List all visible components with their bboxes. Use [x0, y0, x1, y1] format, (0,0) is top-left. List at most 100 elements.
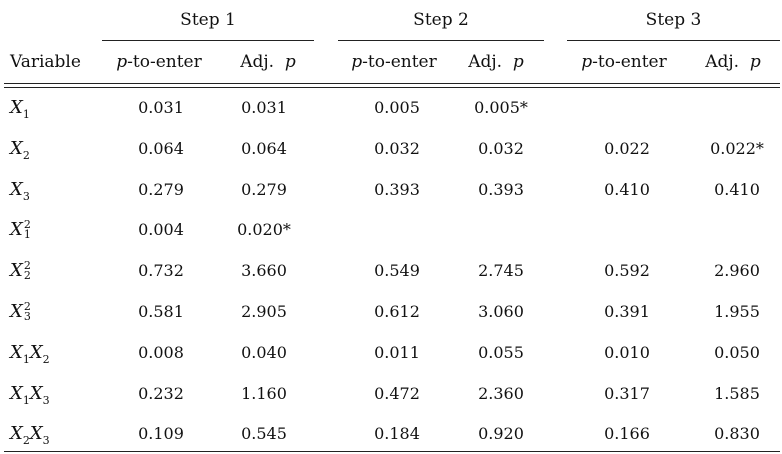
table-cell: 0.032	[374, 139, 420, 158]
variable-superscript: 2	[23, 300, 31, 313]
table-cell: 2.905	[241, 302, 287, 321]
variable-subscript: 3	[23, 310, 31, 323]
column-header-step2-adj-p: Adj. p	[468, 52, 524, 72]
table-cell: 1.160	[241, 384, 287, 403]
group-rule-step-3	[567, 40, 780, 41]
bottom-rule	[4, 451, 780, 452]
variable-symbol: X	[29, 423, 43, 444]
row-variable: X1	[10, 96, 30, 122]
table-cell: 0.031	[138, 98, 184, 117]
table-cell: 0.031	[241, 98, 287, 117]
table-cell: 0.005*	[474, 98, 528, 117]
table-cell: 0.279	[138, 180, 184, 199]
group-rule-step-2	[338, 40, 544, 41]
variable-symbol: X	[10, 342, 23, 363]
table-cell: 0.279	[241, 180, 287, 199]
variable-symbol: X	[10, 423, 23, 444]
table-cell: 1.585	[714, 384, 760, 403]
row-variable: X1X3	[10, 382, 50, 408]
table-cell: 2.360	[478, 384, 524, 403]
variable-subscript: 1	[22, 353, 30, 366]
variable-subscript: 2	[23, 269, 31, 282]
variable-subscript: 2	[42, 353, 50, 366]
table-cell: 0.040	[241, 343, 287, 362]
table-cell: 0.050	[714, 343, 760, 362]
table-cell: 0.022*	[710, 139, 764, 158]
table-cell: 0.920	[478, 424, 524, 443]
table-cell: 1.955	[714, 302, 760, 321]
row-variable: X2	[10, 137, 30, 163]
table-cell: 0.064	[138, 139, 184, 158]
table-cell: 0.011	[374, 343, 420, 362]
table-cell: 2.960	[714, 261, 760, 280]
table-cell: 0.020*	[237, 220, 291, 239]
column-header-variable: Variable	[10, 52, 81, 72]
table-cell: 0.393	[374, 180, 420, 199]
column-header-step2-p-to-enter: p-to-enter	[351, 52, 437, 72]
table-cell: 0.732	[138, 261, 184, 280]
table-cell: 0.022	[604, 139, 650, 158]
variable-superscript: 2	[23, 259, 31, 272]
table-cell: 0.109	[138, 424, 184, 443]
variable-symbol: X	[10, 138, 23, 159]
variable-subscript: 2	[22, 434, 30, 447]
variable-symbol: X	[29, 342, 43, 363]
column-header-step3-p-to-enter: p-to-enter	[581, 52, 667, 72]
table-cell: 0.004	[138, 220, 184, 239]
table-cell: 0.612	[374, 302, 420, 321]
table-cell: 0.064	[241, 139, 287, 158]
table-cell: 0.055	[478, 343, 524, 362]
table-cell: 0.472	[374, 384, 420, 403]
table-cell: 0.005	[374, 98, 420, 117]
group-header-step-3: Step 3	[645, 10, 702, 30]
variable-subscript: 2	[22, 149, 30, 162]
table-cell: 2.745	[478, 261, 524, 280]
row-variable: X2X3	[10, 422, 50, 448]
variable-symbol: X	[10, 97, 23, 118]
variable-symbol: X	[10, 260, 23, 281]
variable-subscript: 3	[42, 434, 50, 447]
variable-symbol: X	[10, 219, 23, 240]
table-cell: 3.660	[241, 261, 287, 280]
table-cell: 0.393	[478, 180, 524, 199]
table-cell: 0.010	[604, 343, 650, 362]
variable-symbol: X	[29, 383, 43, 404]
variable-superscript: 2	[23, 218, 31, 231]
row-variable: X3	[10, 178, 30, 204]
table-cell: 0.592	[604, 261, 650, 280]
table-cell: 0.581	[138, 302, 184, 321]
variable-subscript: 3	[42, 394, 50, 407]
group-header-step-2: Step 2	[413, 10, 469, 30]
table-cell: 0.184	[374, 424, 420, 443]
label-suffix: -to-enter	[127, 52, 202, 72]
column-header-step1-adj-p: Adj. p	[240, 52, 296, 72]
table-cell: 0.410	[714, 180, 760, 199]
table-cell: 0.008	[138, 343, 184, 362]
table-cell: 0.410	[604, 180, 650, 199]
header-rule-bottom	[4, 87, 780, 88]
variable-subscript: 3	[22, 190, 30, 203]
table-cell: 0.549	[374, 261, 420, 280]
row-variable: X1X2	[10, 341, 50, 367]
table-cell: 0.317	[604, 384, 650, 403]
table-cell: 3.060	[478, 302, 524, 321]
group-header-step-1: Step 1	[180, 10, 236, 30]
table-cell: 0.166	[604, 424, 650, 443]
group-rule-step-1	[102, 40, 314, 41]
column-header-step3-adj-p: Adj. p	[705, 52, 761, 72]
header-rule-top	[4, 83, 780, 84]
column-header-step1-p-to-enter: p-to-enter	[116, 52, 202, 72]
table-cell: 0.032	[478, 139, 524, 158]
results-table: Step 1 Step 2 Step 3 Variable p-to-enter…	[4, 0, 780, 454]
table-cell: 0.232	[138, 384, 184, 403]
variable-subscript: 1	[22, 108, 30, 121]
variable-subscript: 1	[22, 394, 30, 407]
variable-symbol: X	[10, 301, 23, 322]
variable-symbol: X	[10, 383, 23, 404]
